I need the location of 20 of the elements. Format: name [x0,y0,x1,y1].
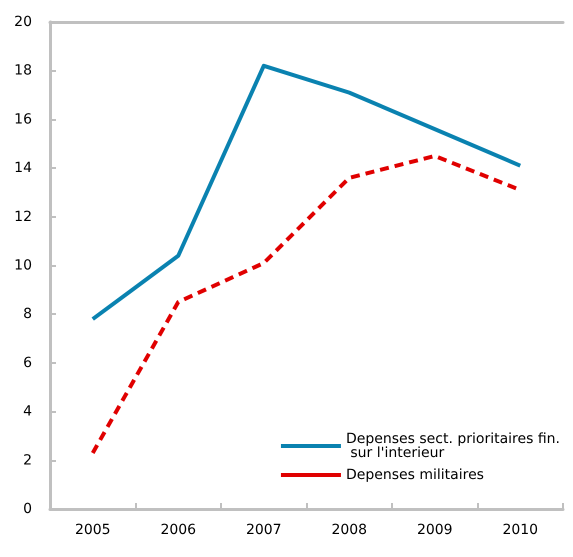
x-tick-label: 2005 [74,522,111,538]
y-tick-label: 2 [23,452,32,468]
x-tick-label: 2009 [416,522,453,538]
x-tick-label: 2008 [331,522,368,538]
y-tick-label: 6 [23,354,32,371]
x-tick-label: 2007 [246,522,282,538]
x-tick-label: 2006 [160,522,196,538]
y-tick-label: 4 [23,404,32,420]
y-tick-label: 18 [14,62,32,79]
y-tick-label: 16 [14,111,32,128]
y-tick-label: 8 [23,306,32,322]
y-tick-label: 0 [23,501,32,517]
line-series [90,64,522,322]
y-tick-label: 12 [14,208,32,225]
y-tick-label: 10 [14,258,32,274]
y-tick-label: 14 [14,160,32,176]
legend-label: Depenses militaires [346,467,484,483]
x-tick-label: 2010 [502,522,538,538]
legend-label: Depenses sect. prioritaires fin. sur l'interieur [346,431,560,461]
y-tick-label: 20 [14,14,32,30]
